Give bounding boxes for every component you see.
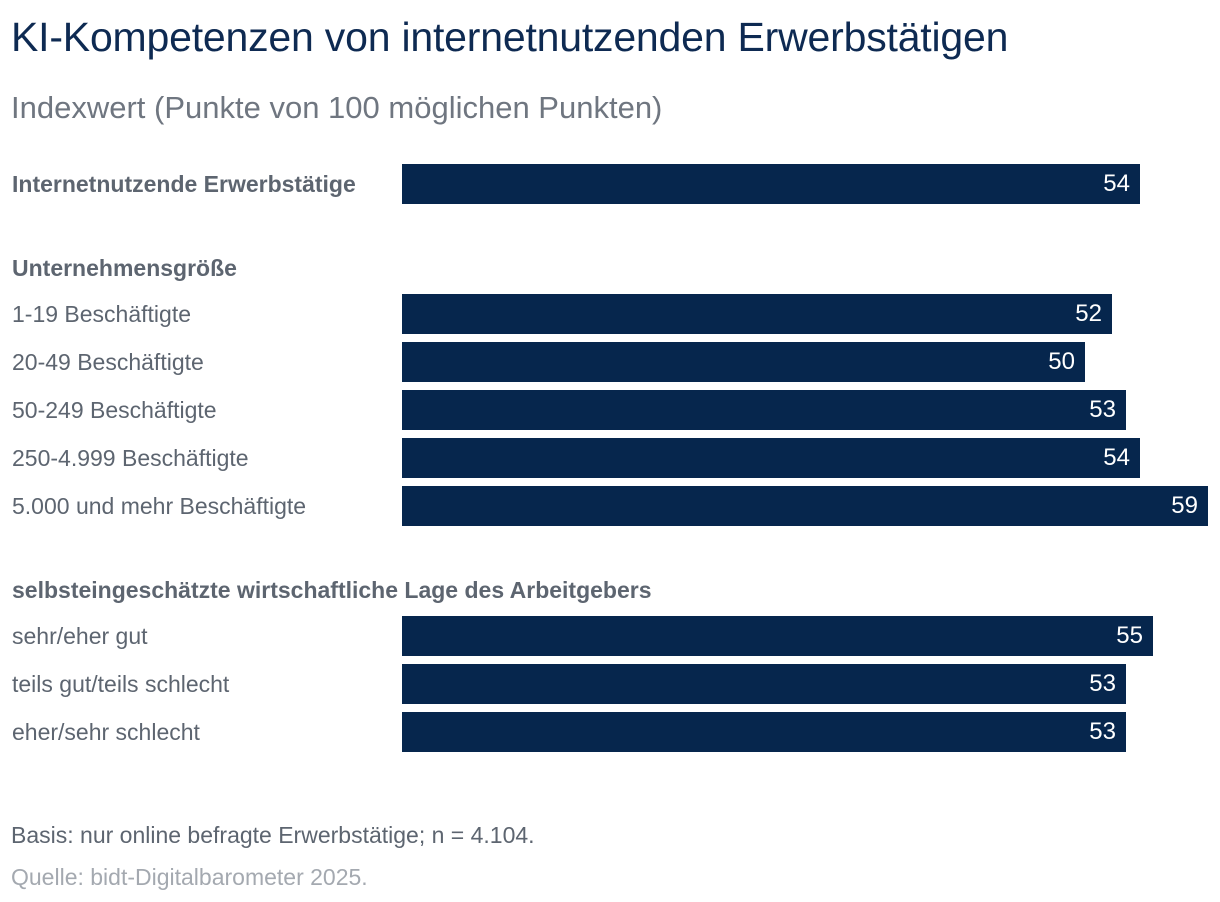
bar: 54: [402, 438, 1140, 478]
category-label: sehr/eher gut: [12, 623, 148, 649]
bar: 55: [402, 616, 1153, 656]
bar: 53: [402, 390, 1126, 430]
bar: 53: [402, 664, 1126, 704]
category-label: 50-249 Beschäftigte: [12, 397, 217, 423]
bar-value-label: 50: [1048, 348, 1075, 375]
bar: 54: [402, 164, 1140, 204]
bar-value-label: 59: [1171, 492, 1198, 519]
group-header: Unternehmensgröße: [12, 255, 237, 281]
category-label: 20-49 Beschäftigte: [12, 349, 204, 375]
bar: 53: [402, 712, 1126, 752]
bar-value-label: 54: [1103, 444, 1130, 471]
basis-footnote: Basis: nur online befragte Erwerbstätige…: [11, 822, 535, 848]
bar-value-label: 53: [1089, 396, 1116, 423]
category-label: Internetnutzende Erwerbstätige: [12, 171, 356, 197]
category-label: teils gut/teils schlecht: [12, 671, 230, 697]
bar-value-label: 53: [1089, 670, 1116, 697]
group-header: selbsteingeschätzte wirtschaftliche Lage…: [12, 577, 652, 603]
source-note: Quelle: bidt-Digitalbarometer 2025.: [11, 864, 368, 890]
bar-value-label: 52: [1075, 300, 1102, 327]
chart-subtitle: Indexwert (Punkte von 100 möglichen Punk…: [11, 90, 663, 125]
bar: 52: [402, 294, 1112, 334]
category-label: eher/sehr schlecht: [12, 719, 200, 745]
bar: 50: [402, 342, 1085, 382]
category-label: 250-4.999 Beschäftigte: [12, 445, 249, 471]
bar-value-label: 55: [1116, 622, 1143, 649]
chart-title: KI-Kompetenzen von internetnutzenden Erw…: [11, 14, 1009, 60]
bar-value-label: 54: [1103, 170, 1130, 197]
category-label: 5.000 und mehr Beschäftigte: [12, 493, 307, 519]
bar-value-label: 53: [1089, 718, 1116, 745]
bar: 59: [402, 486, 1208, 526]
category-label: 1-19 Beschäftigte: [12, 301, 192, 327]
